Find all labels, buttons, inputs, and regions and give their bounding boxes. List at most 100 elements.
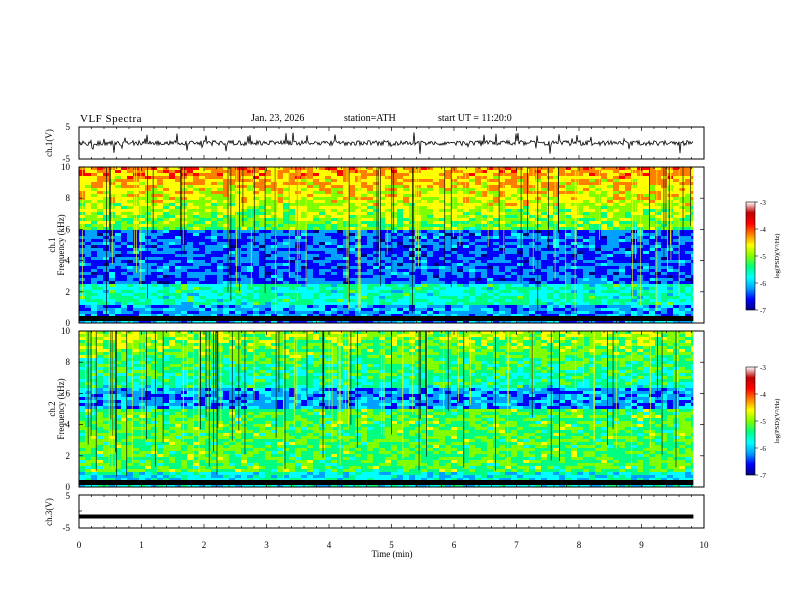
spectrogram-cell: [175, 188, 182, 192]
spectrogram-cell: [487, 182, 494, 186]
spectrogram-cell: [253, 185, 260, 189]
spectrogram-cell: [517, 272, 524, 276]
spectrogram-cell: [127, 167, 134, 171]
spectrogram-cell: [193, 224, 200, 228]
spectrogram-cell: [115, 281, 122, 285]
spectrogram-cell: [157, 287, 164, 291]
spectrogram-cell: [643, 272, 650, 276]
spectrogram-cell: [565, 302, 572, 306]
spectrogram-cell: [319, 170, 326, 174]
spectrogram-cell: [217, 260, 224, 264]
spectrogram-cell: [601, 254, 608, 258]
spectrogram-cell: [307, 200, 314, 204]
spectrogram-cell: [151, 239, 158, 243]
spectrogram-cell: [511, 305, 518, 309]
spectrogram-cell: [625, 212, 632, 216]
spectrogram-cell: [619, 212, 626, 216]
spectrogram-cell: [505, 215, 512, 219]
spectrogram-cell: [583, 302, 590, 306]
spectrogram-cell: [127, 299, 134, 303]
spectrogram-cell: [271, 200, 278, 204]
spectrogram-cell: [151, 308, 158, 312]
spectrogram-cell: [199, 263, 206, 267]
spectrogram-cell: [373, 203, 380, 207]
spectrogram-cell: [337, 197, 344, 201]
spectrogram-cell: [415, 212, 422, 216]
spectrogram-cell: [559, 212, 566, 216]
spectrogram-cell: [127, 266, 134, 270]
spectrogram-cell: [199, 287, 206, 291]
spectrogram-cell: [253, 299, 260, 303]
spectrogram-cell: [271, 305, 278, 309]
spectrogram-cell: [265, 179, 272, 183]
spectrogram-cell: [349, 176, 356, 180]
spectrogram-cell: [307, 170, 314, 174]
spectrogram-cell: [97, 236, 104, 240]
spectrogram-cell: [367, 170, 374, 174]
spectrogram-cell: [85, 239, 92, 243]
spectrogram-cell: [637, 245, 644, 249]
spectrogram-cell: [619, 296, 626, 300]
spectrogram-cell: [415, 299, 422, 303]
spectrogram-cell: [115, 278, 122, 282]
spectrogram-cell: [205, 278, 212, 282]
spectrogram-cell: [607, 197, 614, 201]
spectrogram-cell: [583, 170, 590, 174]
spectrogram-cell: [217, 266, 224, 270]
spectrogram-cell: [541, 299, 548, 303]
spectrogram-cell: [637, 269, 644, 273]
spectrogram-cell: [343, 251, 350, 255]
spectrogram-cell: [427, 257, 434, 261]
spectrogram-cell: [193, 278, 200, 282]
spectrogram-cell: [301, 188, 308, 192]
spectrogram-cell: [193, 212, 200, 216]
spectrogram-cell: [505, 230, 512, 234]
spectrogram-cell: [619, 221, 626, 225]
spectrogram-cell: [139, 176, 146, 180]
spectrogram-cell: [421, 185, 428, 189]
spectrogram-cell: [343, 272, 350, 276]
spectrogram-cell: [247, 224, 254, 228]
spectrogram-cell: [349, 206, 356, 210]
spectrogram-cell: [571, 179, 578, 183]
spectrogram-cell: [337, 209, 344, 213]
spectrogram-cell: [481, 251, 488, 255]
spectrogram-cell: [685, 218, 692, 222]
spectrogram-cell: [685, 290, 692, 294]
spectrogram-cell: [553, 287, 560, 291]
spectrogram-cell: [187, 272, 194, 276]
spectrogram-cell: [217, 167, 224, 171]
spectrogram-cell: [649, 230, 656, 234]
spectrogram-cell: [385, 305, 392, 309]
spectrogram-cell: [265, 191, 272, 195]
spectrogram-cell: [679, 233, 686, 237]
spectrogram-cell: [217, 179, 224, 183]
spectrogram-cell: [157, 212, 164, 216]
spectrogram-cell: [673, 275, 680, 279]
spectrogram-cell: [493, 218, 500, 222]
spectrogram-cell: [517, 221, 524, 225]
spectrogram-cell: [619, 179, 626, 183]
spectrogram-cell: [511, 185, 518, 189]
spectrogram-cell: [175, 257, 182, 261]
spectrogram-cell: [511, 188, 518, 192]
spectrogram-cell: [229, 242, 236, 246]
spectrogram-cell: [433, 167, 440, 171]
spectrogram-cell: [625, 179, 632, 183]
spectrogram-cell: [631, 239, 638, 243]
spectrogram-cell: [91, 203, 98, 207]
spectrogram-cell: [589, 203, 596, 207]
spectrogram-cell: [349, 227, 356, 231]
spectrogram-cell: [415, 287, 422, 291]
spectrogram-cell: [505, 179, 512, 183]
spectrogram-cell: [403, 179, 410, 183]
spectrogram-cell: [481, 248, 488, 252]
spectrogram-cell: [331, 293, 338, 297]
spectrogram-cell: [391, 221, 398, 225]
spectrogram-cell: [187, 299, 194, 303]
spectrogram-cell: [289, 281, 296, 285]
spectrogram-cell: [511, 233, 518, 237]
spectrogram-cell: [493, 191, 500, 195]
spectrogram-cell: [625, 248, 632, 252]
spectrogram-cell: [259, 191, 266, 195]
